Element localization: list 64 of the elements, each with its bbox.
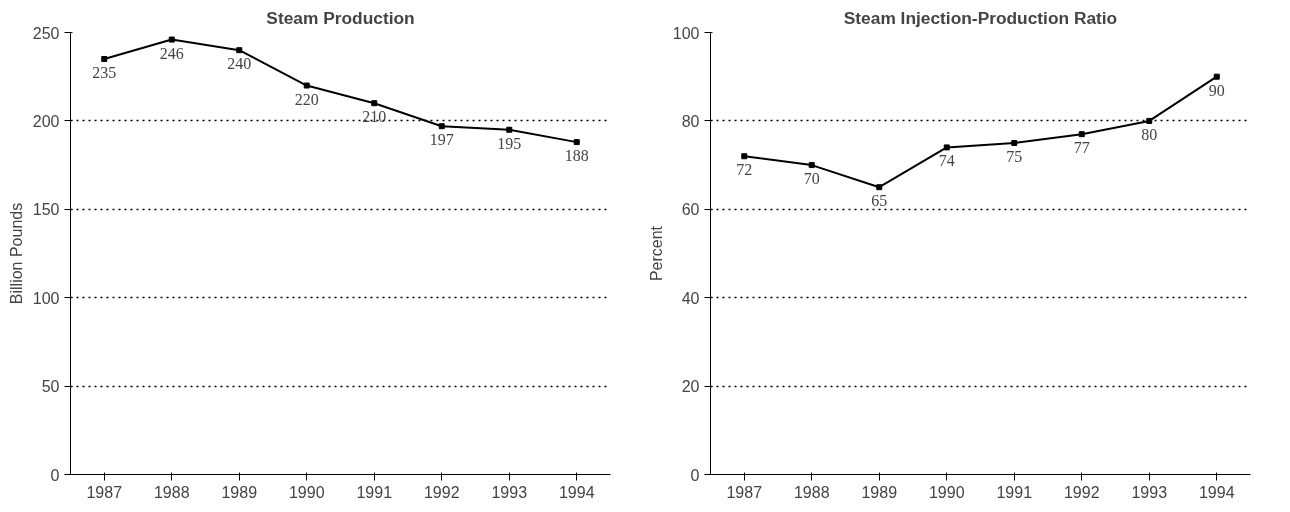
- x-tick-label: 1992: [423, 483, 460, 501]
- point: [101, 56, 108, 63]
- x-tick-label: 1993: [491, 483, 528, 501]
- y-tick-label: 100: [672, 24, 700, 42]
- data-label: 188: [564, 147, 589, 165]
- point: [303, 82, 310, 89]
- point: [1011, 140, 1018, 146]
- y-tick-label: 250: [32, 24, 60, 42]
- x-tick-label: 1989: [861, 483, 898, 501]
- data-label: 75: [1006, 148, 1023, 165]
- data-label: 195: [497, 134, 522, 152]
- x-tick-label: 1990: [928, 483, 965, 501]
- point: [943, 144, 950, 151]
- y-tick-label: 40: [681, 289, 700, 307]
- data-label: 70: [803, 170, 820, 188]
- x-tick-label: 1987: [726, 483, 763, 501]
- data-label: 90: [1208, 81, 1225, 99]
- y-tick-label: 80: [681, 112, 700, 130]
- data-label: 240: [227, 55, 252, 73]
- y-tick-label: 200: [32, 112, 60, 130]
- y-tick-label: 60: [681, 201, 700, 219]
- point: [371, 100, 378, 107]
- data-label: 74: [938, 152, 955, 170]
- point: [438, 123, 445, 130]
- y-tick-label: 50: [41, 378, 60, 396]
- chart-title: Steam Injection-Production Ratio: [843, 7, 1118, 28]
- data-label: 220: [294, 90, 319, 108]
- data-label: 77: [1073, 139, 1090, 157]
- x-tick-label: 1992: [1063, 483, 1100, 501]
- data-label: 246: [159, 44, 184, 62]
- x-tick-label: 1988: [153, 483, 190, 501]
- data-label: 197: [429, 131, 454, 149]
- point: [573, 139, 580, 146]
- data-label: 65: [871, 192, 888, 210]
- x-tick-label: 1993: [1131, 483, 1168, 501]
- data-label: 80: [1141, 125, 1158, 143]
- x-tick-label: 1990: [288, 483, 325, 501]
- x-tick-label: 1991: [356, 483, 393, 501]
- data-label: 210: [362, 108, 387, 126]
- y-axis-title: Percent: [647, 225, 665, 282]
- y-tick-label: 150: [32, 201, 60, 219]
- point: [1078, 131, 1085, 138]
- point: [1146, 117, 1153, 124]
- point: [876, 184, 883, 191]
- point: [1213, 73, 1220, 80]
- x-tick-label: 1994: [1198, 483, 1235, 501]
- point: [236, 47, 243, 54]
- point: [741, 153, 748, 160]
- y-tick-label: 0: [690, 466, 700, 484]
- y-tick-label: 100: [32, 289, 60, 307]
- y-tick-label: 0: [50, 466, 60, 484]
- y-axis-title: Billion Pounds: [7, 202, 25, 305]
- data-label: 235: [92, 64, 117, 82]
- x-tick-label: 1994: [558, 483, 595, 501]
- point: [506, 126, 513, 133]
- x-tick-label: 1991: [996, 483, 1033, 501]
- chart-title: Steam Production: [266, 7, 415, 28]
- point: [168, 36, 175, 43]
- y-tick-label: 20: [681, 378, 700, 396]
- point: [808, 162, 815, 169]
- x-tick-label: 1988: [793, 483, 830, 501]
- data-label: 72: [736, 161, 753, 179]
- x-tick-label: 1987: [86, 483, 123, 501]
- x-tick-label: 1989: [221, 483, 258, 501]
